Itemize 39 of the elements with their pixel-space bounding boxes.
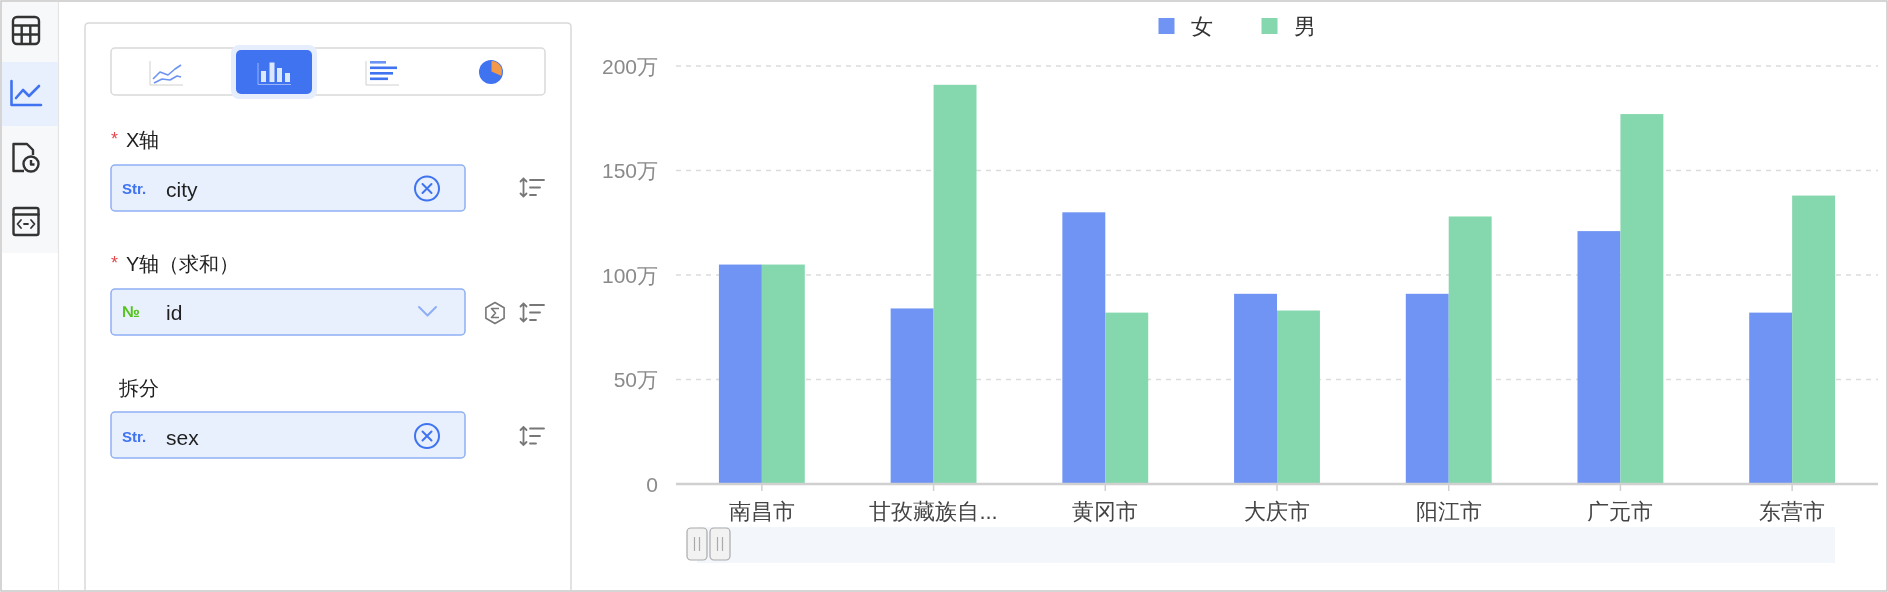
- y-tick-label: 100万: [601, 263, 658, 287]
- legend-label: 男: [1293, 13, 1316, 39]
- text: X轴: [126, 129, 160, 151]
- bar: [1062, 212, 1106, 484]
- bar: [1577, 231, 1621, 484]
- text: 拆分: [118, 377, 159, 399]
- y-tick-label: 50万: [613, 368, 658, 391]
- text: city: [166, 177, 198, 201]
- bar: [761, 264, 805, 484]
- text: Y轴（求和）: [126, 253, 240, 275]
- bar: [1448, 216, 1492, 484]
- legend-label: 女: [1190, 13, 1213, 39]
- y-tick-label: 0: [646, 472, 658, 496]
- y-tick-label: 150万: [601, 159, 658, 182]
- text: №: [122, 302, 140, 320]
- x-tick-label: 黄冈市: [1072, 498, 1139, 524]
- bar: [718, 264, 762, 484]
- bar: [1620, 114, 1664, 484]
- text: id: [166, 300, 183, 324]
- text: *: [111, 253, 119, 273]
- x-tick-label: 大庆市: [1244, 498, 1310, 524]
- bar: [1405, 293, 1449, 484]
- text: *: [111, 129, 119, 149]
- x-tick-label: 东营市: [1759, 498, 1826, 524]
- bar: [890, 308, 934, 484]
- text: Str.: [122, 427, 147, 445]
- bar: [933, 84, 977, 484]
- x-tick-label: 阳江市: [1415, 498, 1482, 524]
- bar: [1105, 312, 1149, 484]
- y-tick-label: 200万: [601, 54, 658, 78]
- bar: [1792, 195, 1836, 484]
- text: sex: [166, 425, 200, 449]
- bar: [1234, 293, 1277, 484]
- x-tick-label: 南昌市: [728, 498, 795, 524]
- x-tick-label: 广元市: [1587, 498, 1654, 524]
- bar: [1749, 312, 1793, 484]
- x-tick-label: 甘孜藏族自...: [869, 498, 998, 524]
- text: Str.: [122, 179, 147, 197]
- bar: [1277, 310, 1320, 484]
